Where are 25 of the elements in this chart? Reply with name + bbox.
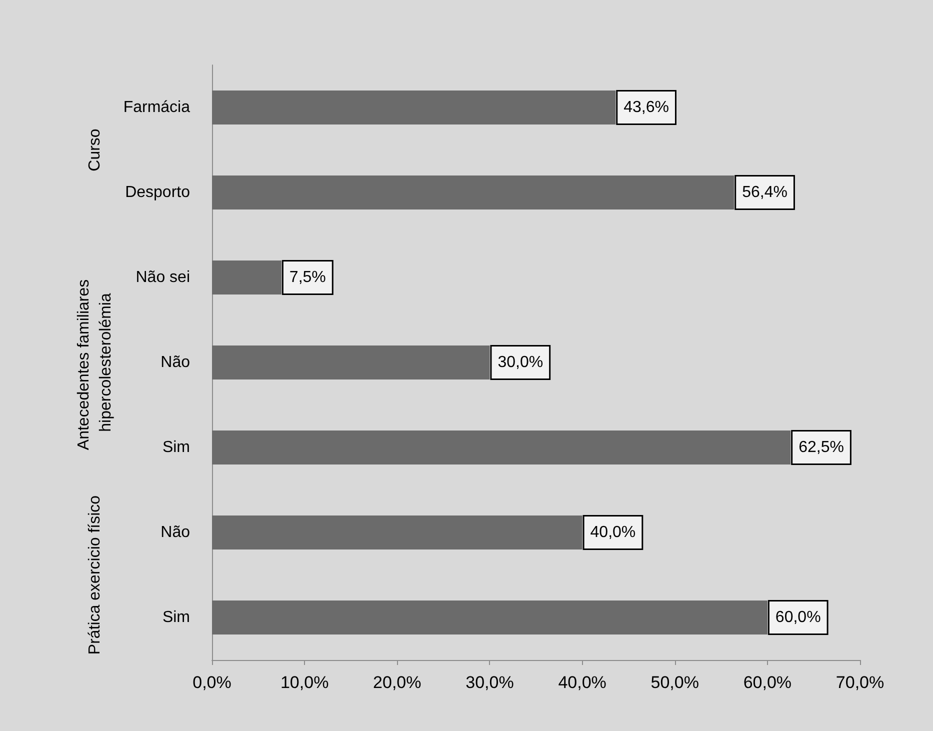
x-tick-label: 10,0% [280, 673, 329, 692]
data-label: 60,0% [775, 609, 821, 626]
x-tick-label: 20,0% [373, 673, 422, 692]
data-label: 40,0% [590, 524, 636, 541]
y-tick-label: Não sei [136, 269, 190, 286]
y-tick-label: Farmácia [123, 99, 190, 116]
y-tick-label: Sim [162, 439, 190, 456]
text: Prática exercicio físico [86, 495, 104, 655]
data-label: 30,0% [498, 354, 544, 371]
text: Antecedentes familiares hipercolesterolémia [76, 274, 114, 450]
x-tick-label: 50,0% [650, 673, 699, 692]
data-label: 43,6% [624, 99, 669, 116]
y-tick-label: Não [160, 354, 190, 371]
x-tick-label: 0,0% [192, 673, 232, 692]
data-label: 56,4% [742, 184, 788, 201]
x-tick-label: 60,0% [743, 673, 792, 692]
data-label: 7,5% [289, 269, 326, 286]
y-tick-label: Não [160, 524, 190, 541]
data-label: 62,5% [798, 439, 844, 456]
y-tick-label: Desporto [125, 184, 190, 201]
y-tick-label: Sim [162, 609, 190, 626]
text: Curso [86, 128, 104, 172]
x-tick-label: 40,0% [558, 673, 606, 692]
x-tick-label: 30,0% [466, 673, 514, 692]
x-tick-label: 70,0% [836, 673, 884, 692]
